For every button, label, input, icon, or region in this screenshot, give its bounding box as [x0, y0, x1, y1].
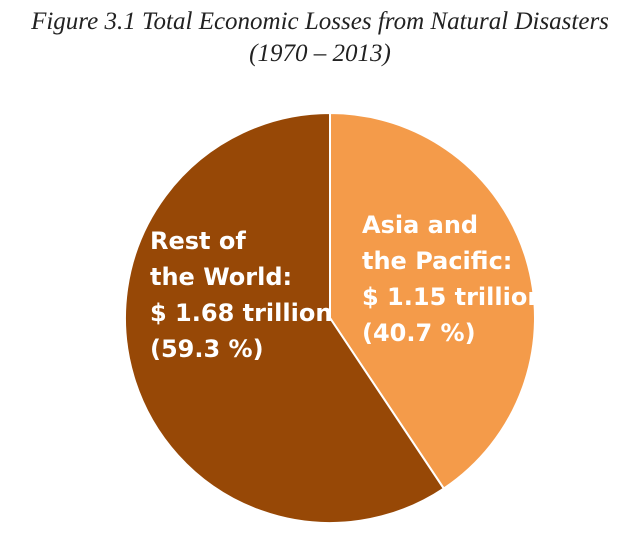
slice-label-line: $ 1.68 trillion — [150, 299, 332, 327]
slice-label-asia-and-the-pacific: Asia and the Pacific: $ 1.15 trillion (40.7… — [362, 211, 544, 347]
slice-label-line: $ 1.15 trillion — [362, 283, 544, 311]
pie-slice-rest-of-the-world — [124, 111, 446, 524]
chart-subtitle: (1970 – 2013) — [249, 40, 391, 67]
slice-label-line: (40.7 %) — [362, 319, 476, 347]
slice-label-line: the World: — [150, 263, 292, 291]
slice-label-line: Rest of — [150, 227, 246, 255]
slice-label-line: the Pacific: — [362, 247, 512, 275]
chart-title-block: Figure 3.1 Total Economic Losses from Na… — [0, 6, 640, 70]
slice-label-line: Asia and — [362, 211, 478, 239]
slice-label-line: (59.3 %) — [150, 335, 264, 363]
chart-title: Figure 3.1 Total Economic Losses from Na… — [31, 8, 609, 35]
slice-label-rest-of-the-world: Rest of the World: $ 1.68 trillion (59.3 %) — [150, 227, 332, 363]
